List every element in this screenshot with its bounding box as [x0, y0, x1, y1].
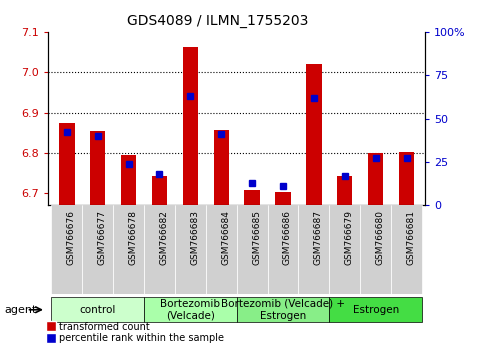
Text: GSM766682: GSM766682 — [159, 210, 169, 265]
Text: GSM766683: GSM766683 — [190, 210, 199, 265]
Legend: transformed count, percentile rank within the sample: transformed count, percentile rank withi… — [43, 318, 228, 347]
Text: GDS4089 / ILMN_1755203: GDS4089 / ILMN_1755203 — [127, 14, 308, 28]
Bar — [368, 153, 384, 205]
Bar — [275, 192, 291, 205]
FancyBboxPatch shape — [237, 205, 268, 294]
Text: agent: agent — [5, 305, 37, 315]
FancyBboxPatch shape — [51, 205, 82, 294]
Bar — [306, 64, 322, 205]
Text: GSM766680: GSM766680 — [376, 210, 384, 265]
FancyBboxPatch shape — [206, 205, 237, 294]
FancyBboxPatch shape — [329, 205, 360, 294]
Text: GSM766679: GSM766679 — [345, 210, 354, 265]
Text: GSM766677: GSM766677 — [98, 210, 107, 265]
Text: GSM766684: GSM766684 — [221, 210, 230, 265]
Bar — [152, 176, 167, 205]
Text: control: control — [80, 305, 116, 315]
Bar — [213, 130, 229, 205]
FancyBboxPatch shape — [82, 205, 113, 294]
Bar — [183, 47, 198, 205]
Text: GSM766678: GSM766678 — [128, 210, 138, 265]
Text: GSM766676: GSM766676 — [67, 210, 76, 265]
Bar — [121, 155, 136, 205]
Text: Estrogen: Estrogen — [353, 305, 399, 315]
Text: GSM766687: GSM766687 — [314, 210, 323, 265]
FancyBboxPatch shape — [175, 205, 206, 294]
Bar — [399, 152, 414, 205]
FancyBboxPatch shape — [329, 297, 422, 322]
Bar — [337, 176, 353, 205]
FancyBboxPatch shape — [268, 205, 298, 294]
Text: Bortezomib (Velcade) +
Estrogen: Bortezomib (Velcade) + Estrogen — [221, 299, 345, 321]
Bar — [244, 190, 260, 205]
FancyBboxPatch shape — [237, 297, 329, 322]
Text: GSM766685: GSM766685 — [252, 210, 261, 265]
Bar — [59, 124, 74, 205]
FancyBboxPatch shape — [144, 205, 175, 294]
FancyBboxPatch shape — [144, 297, 237, 322]
Text: GSM766681: GSM766681 — [407, 210, 415, 265]
Text: Bortezomib
(Velcade): Bortezomib (Velcade) — [160, 299, 220, 321]
FancyBboxPatch shape — [360, 205, 391, 294]
Text: GSM766686: GSM766686 — [283, 210, 292, 265]
FancyBboxPatch shape — [298, 205, 329, 294]
FancyBboxPatch shape — [391, 205, 422, 294]
FancyBboxPatch shape — [51, 297, 144, 322]
FancyBboxPatch shape — [113, 205, 144, 294]
Bar — [90, 131, 105, 205]
